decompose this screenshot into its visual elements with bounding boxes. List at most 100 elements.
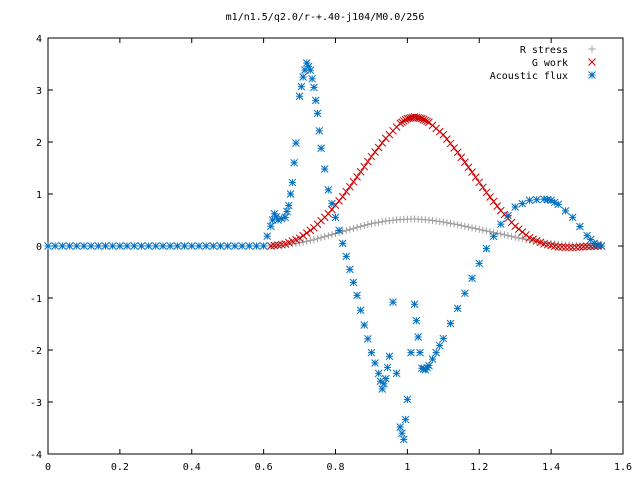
x-tick-label: 1.6 xyxy=(614,462,632,473)
data-point xyxy=(515,234,523,242)
marker-stroke xyxy=(504,211,512,220)
marker-stroke xyxy=(252,242,261,250)
marker-stroke xyxy=(540,240,548,248)
data-point xyxy=(446,139,455,148)
data-point xyxy=(360,221,368,229)
data-point xyxy=(306,66,315,75)
marker-stroke xyxy=(529,235,538,244)
data-point xyxy=(216,242,225,250)
data-point xyxy=(504,211,512,220)
marker-stroke xyxy=(547,241,555,250)
data-marks xyxy=(44,59,606,444)
marker-stroke xyxy=(486,193,494,201)
marker-stroke xyxy=(475,178,484,187)
marker-stroke xyxy=(346,265,354,274)
marker-stroke xyxy=(496,220,505,229)
marker-stroke xyxy=(588,58,596,66)
marker-stroke xyxy=(518,228,527,236)
data-point xyxy=(328,231,336,239)
marker-stroke xyxy=(518,199,527,208)
marker-stroke xyxy=(432,348,440,357)
data-point xyxy=(266,222,275,231)
data-point xyxy=(439,218,447,226)
marker-stroke xyxy=(130,242,139,250)
data-point xyxy=(429,217,437,225)
marker-stroke xyxy=(489,232,498,241)
data-point xyxy=(173,242,182,250)
marker-stroke xyxy=(173,242,182,250)
y-tick-label: 2 xyxy=(36,138,42,149)
data-point xyxy=(482,244,491,253)
marker-stroke xyxy=(421,116,430,125)
data-point xyxy=(518,235,526,243)
data-point xyxy=(166,242,175,250)
data-point xyxy=(561,243,570,252)
marker-stroke xyxy=(446,319,455,328)
data-point xyxy=(72,242,81,250)
data-point xyxy=(432,217,440,225)
marker-stroke xyxy=(306,66,315,75)
marker-stroke xyxy=(371,359,379,367)
marker-stroke xyxy=(367,152,376,161)
data-point xyxy=(338,239,347,248)
data-point xyxy=(450,144,458,152)
data-point xyxy=(252,242,261,250)
marker-stroke xyxy=(231,242,239,250)
marker-stroke xyxy=(540,195,548,204)
marker-stroke xyxy=(439,334,448,343)
marker-stroke xyxy=(586,235,595,244)
data-point xyxy=(504,232,512,240)
marker-stroke xyxy=(302,229,311,237)
marker-stroke xyxy=(349,177,358,186)
marker-stroke xyxy=(597,242,606,250)
data-point xyxy=(461,158,469,167)
marker-stroke xyxy=(295,234,304,243)
marker-stroke xyxy=(342,187,351,196)
y-tick-label: -4 xyxy=(30,450,42,461)
data-point xyxy=(308,74,316,83)
marker-stroke xyxy=(58,242,67,250)
marker-stroke xyxy=(392,369,401,378)
data-point xyxy=(565,243,573,252)
marker-stroke xyxy=(87,242,95,250)
data-point xyxy=(508,232,516,240)
marker-stroke xyxy=(550,198,559,207)
marker-stroke xyxy=(310,83,318,92)
data-point xyxy=(439,130,448,139)
data-point xyxy=(378,218,386,226)
data-point xyxy=(288,178,297,187)
data-point xyxy=(423,117,431,126)
data-point xyxy=(342,226,350,234)
data-point xyxy=(511,233,519,241)
marker-stroke xyxy=(568,243,577,252)
data-point xyxy=(367,220,375,228)
data-point xyxy=(151,242,160,250)
data-point xyxy=(475,225,483,233)
data-point xyxy=(454,221,462,229)
marker-stroke xyxy=(288,178,297,187)
marker-stroke xyxy=(108,242,117,250)
y-tick-label: 3 xyxy=(36,86,42,97)
data-point xyxy=(493,202,502,210)
marker-stroke xyxy=(263,232,272,240)
data-point xyxy=(360,321,369,329)
data-point xyxy=(371,148,379,156)
data-point xyxy=(497,230,505,238)
marker-stroke xyxy=(342,252,351,261)
marker-stroke xyxy=(313,109,322,118)
data-point xyxy=(464,223,472,231)
data-point xyxy=(299,73,308,81)
data-point xyxy=(468,168,476,177)
x-tick-label: 0.4 xyxy=(183,462,201,473)
data-point xyxy=(306,226,315,235)
data-point xyxy=(412,316,421,325)
marker-stroke xyxy=(378,385,387,393)
marker-stroke xyxy=(475,259,484,268)
marker-stroke xyxy=(482,244,491,253)
data-point xyxy=(381,374,390,383)
data-point xyxy=(489,197,498,206)
data-point xyxy=(346,225,354,233)
marker-stroke xyxy=(590,239,599,248)
data-point xyxy=(108,242,117,250)
